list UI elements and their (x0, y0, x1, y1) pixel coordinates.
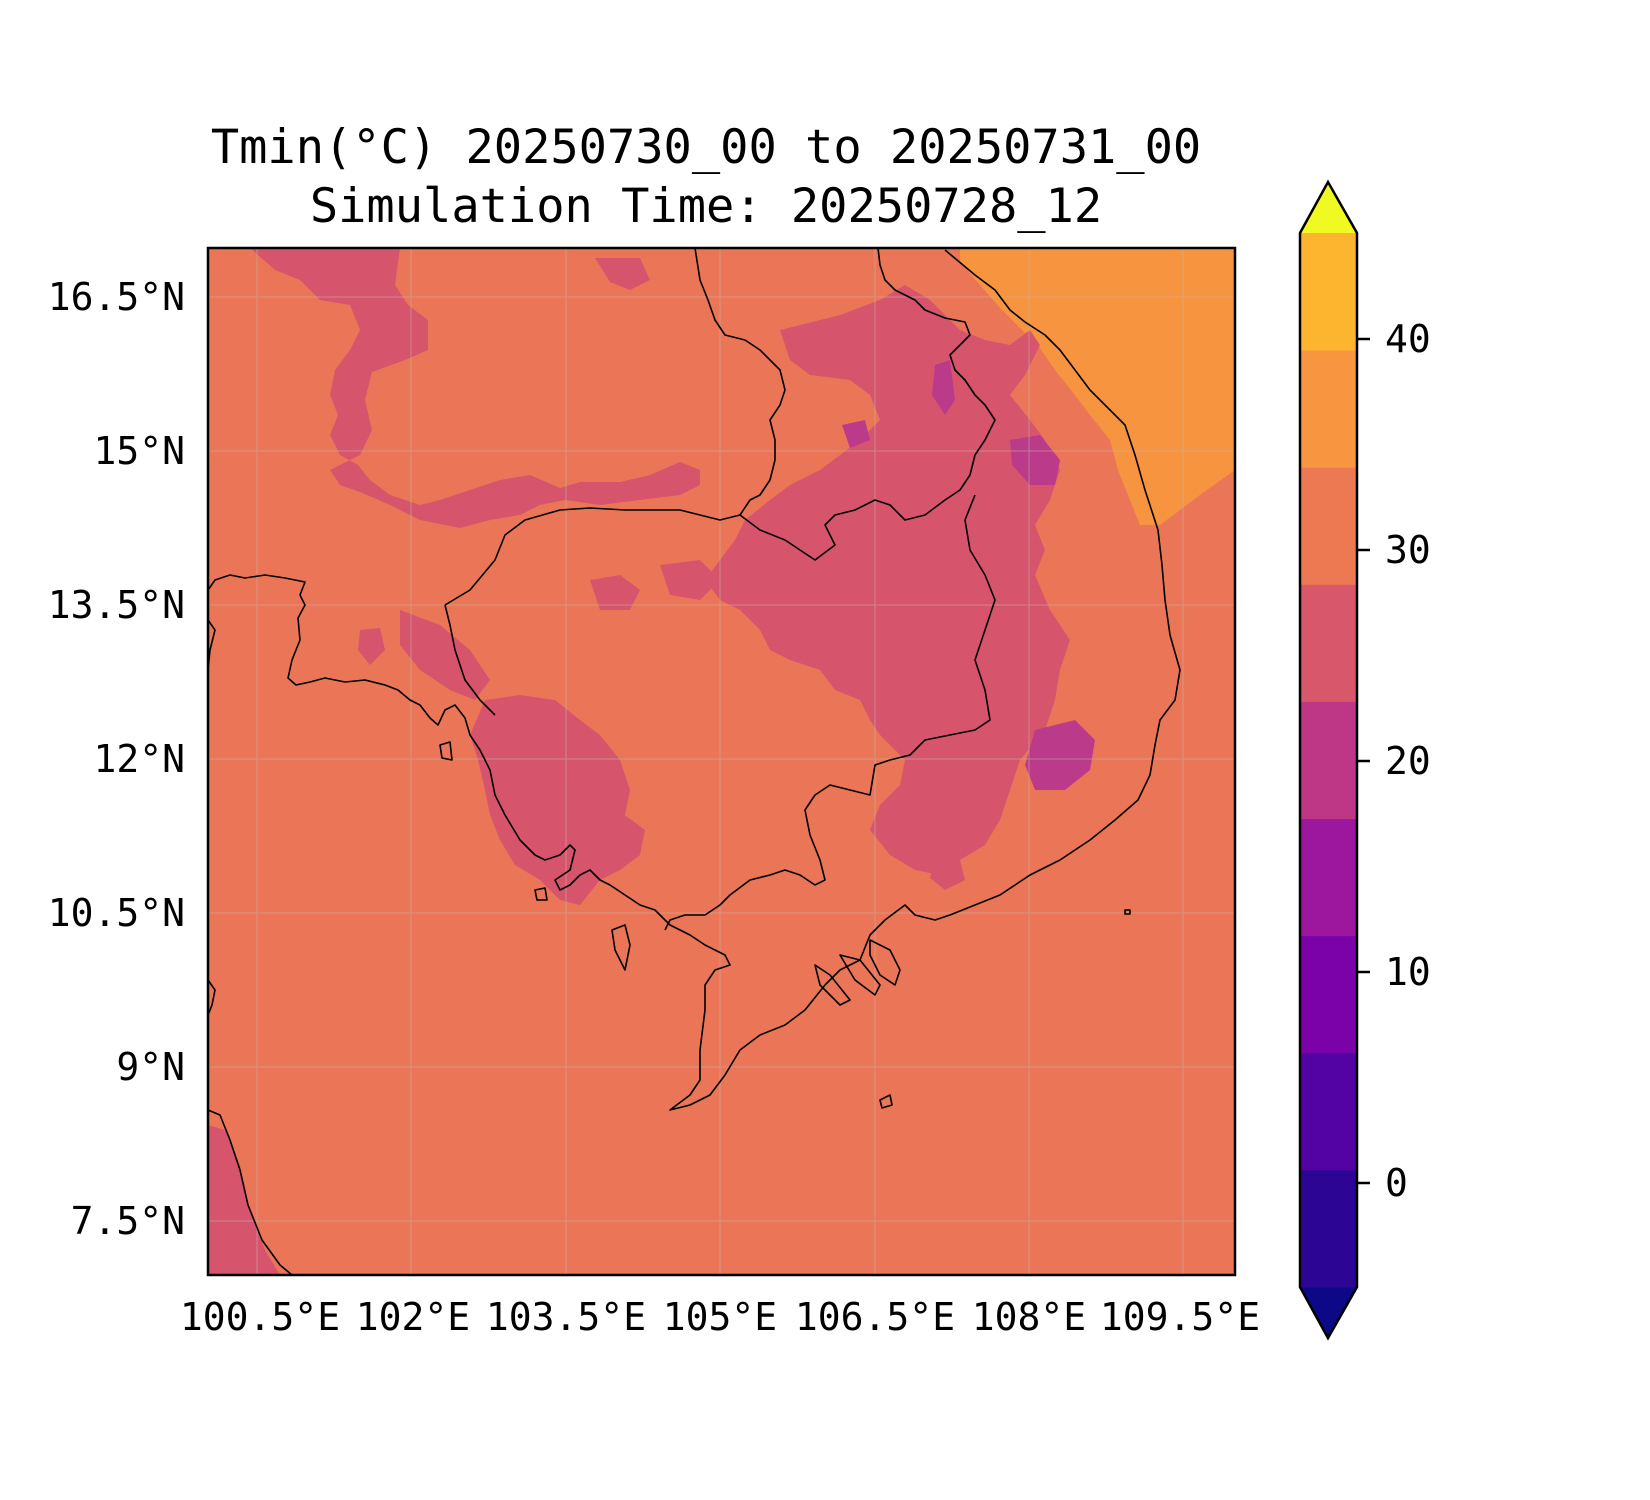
lat-tick-label: 10.5°N (48, 891, 185, 935)
coolest-spot-2 (1010, 435, 1060, 485)
longitude-tick-labels: 100.5°E 102°E 103.5°E 105°E 106.5°E 108°… (180, 1295, 1260, 1339)
colorbar-band (1300, 818, 1357, 937)
colorbar-band (1300, 935, 1357, 1054)
colorbar-tick-label: 40 (1385, 317, 1431, 361)
colorbar-band (1300, 1169, 1357, 1288)
coastlines-and-borders (208, 248, 1181, 1275)
lon-tick-label: 106.5°E (795, 1295, 955, 1339)
lat-tick-label: 7.5°N (71, 1199, 185, 1243)
map-gridlines (208, 248, 1235, 1275)
latitude-tick-labels: 16.5°N 15°N 13.5°N 12°N 10.5°N 9°N 7.5°N (48, 275, 185, 1243)
colorbar: 0 10 20 30 40 (1298, 179, 1431, 1341)
lat-tick-label: 9°N (116, 1045, 185, 1089)
lon-tick-label: 100.5°E (180, 1295, 340, 1339)
cool-region-cambodia-west (470, 695, 645, 905)
colorbar-band (1300, 701, 1357, 820)
colorbar-ticks (1357, 337, 1370, 1185)
colorbar-extend-max (1300, 182, 1357, 233)
lon-tick-label: 103.5°E (486, 1295, 646, 1339)
colorbar-band (1300, 584, 1357, 702)
cool-region-cardamom (400, 610, 490, 700)
cool-region-north-central (595, 258, 650, 290)
lat-tick-label: 16.5°N (48, 275, 185, 319)
cool-region-central-2 (660, 560, 720, 600)
lat-tick-label: 15°N (93, 429, 185, 473)
map-panel (208, 248, 1235, 1275)
lat-tick-label: 12°N (93, 737, 185, 781)
colorbar-extend-min (1300, 1287, 1357, 1338)
lon-tick-label: 102°E (356, 1295, 470, 1339)
colorbar-bands (1300, 182, 1357, 1338)
colorbar-band (1300, 1052, 1357, 1171)
colorbar-band (1300, 350, 1357, 468)
coolest-spot-3 (932, 360, 955, 415)
coolest-spot-4 (842, 420, 870, 448)
colorbar-tick-label: 0 (1385, 1161, 1408, 1205)
lon-tick-label: 109.5°E (1100, 1295, 1260, 1339)
plot-title-line-1: Tmin(°C) 20250730_00 to 20250731_00 (211, 120, 1201, 175)
lon-tick-label: 108°E (972, 1295, 1086, 1339)
cool-region-southwest-tip (208, 1125, 280, 1275)
map-frame (206, 246, 1237, 1277)
lon-tick-label: 105°E (663, 1295, 777, 1339)
coolest-spot-1 (1025, 720, 1095, 790)
cool-region-small-1 (358, 628, 385, 665)
colorbar-band (1300, 467, 1357, 585)
colorbar-band (1300, 233, 1357, 351)
colorbar-tick-label: 30 (1385, 528, 1431, 572)
colorbar-outline (1298, 179, 1359, 1341)
cool-region-central-1 (590, 575, 640, 610)
colorbar-tick-label: 20 (1385, 739, 1431, 783)
colorbar-tick-label: 10 (1385, 950, 1431, 994)
plot-title-line-2: Simulation Time: 20250728_12 (310, 179, 1102, 234)
cool-region-small-2 (930, 860, 965, 890)
lat-tick-label: 13.5°N (48, 583, 185, 627)
cool-region-northwest (250, 248, 700, 528)
